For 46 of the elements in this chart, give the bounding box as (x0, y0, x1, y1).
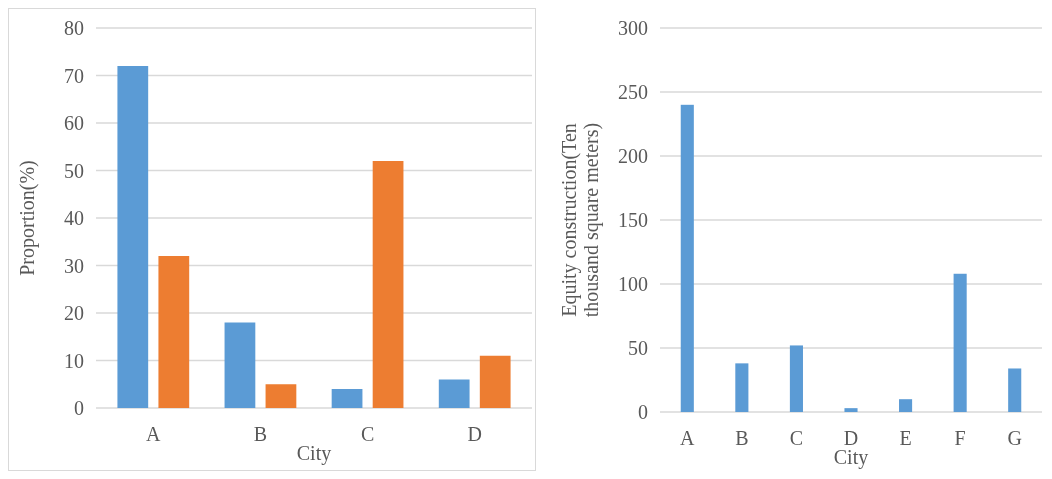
y-axis-title: Equity construction(Ten thousand square meters) (558, 122, 603, 318)
x-tick-label: A (146, 423, 162, 445)
x-tick-label: C (360, 423, 375, 445)
x-axis-title: City (833, 446, 869, 469)
bar (680, 104, 694, 412)
bar (372, 161, 404, 408)
y-tick-label: 300 (618, 17, 648, 39)
bar (899, 399, 913, 412)
bar (224, 322, 256, 408)
y-tick-label: 80 (64, 17, 84, 39)
x-tick-label: G (1007, 427, 1022, 449)
bar (735, 363, 749, 412)
x-tick-label: B (735, 427, 749, 449)
bar (438, 379, 470, 408)
y-tick-label: 100 (618, 273, 648, 295)
x-axis-title: City (296, 442, 332, 465)
x-tick-label: A (680, 427, 696, 449)
y-tick-label: 50 (628, 337, 648, 359)
bar (953, 273, 967, 412)
x-tick-label: E (899, 427, 912, 449)
bar (331, 389, 363, 408)
y-tick-label: 20 (64, 302, 84, 324)
bar (1008, 368, 1022, 412)
bar (117, 66, 149, 408)
x-tick-label: D (467, 423, 482, 445)
y-axis-title: Proportion(%) (16, 160, 39, 276)
bar (158, 256, 190, 408)
x-tick-label: F (954, 427, 966, 449)
y-tick-label: 70 (64, 64, 84, 87)
y-tick-label: 50 (64, 159, 84, 182)
y-tick-label: 60 (64, 112, 84, 134)
y-tick-label: 0 (74, 397, 84, 419)
bar (844, 408, 858, 412)
y-tick-label: 200 (618, 145, 648, 167)
bar (789, 345, 803, 412)
y-tick-label: 150 (618, 209, 648, 231)
y-tick-label: 250 (618, 81, 648, 103)
x-tick-label: D (843, 427, 859, 449)
y-tick-label: 0 (638, 401, 648, 423)
bar (479, 355, 511, 408)
y-tick-label: 40 (64, 207, 84, 229)
y-tick-label: 30 (64, 254, 84, 277)
y-tick-label: 10 (64, 349, 84, 372)
x-tick-label: B (253, 423, 268, 445)
bar (265, 384, 297, 408)
x-tick-label: C (789, 427, 804, 449)
